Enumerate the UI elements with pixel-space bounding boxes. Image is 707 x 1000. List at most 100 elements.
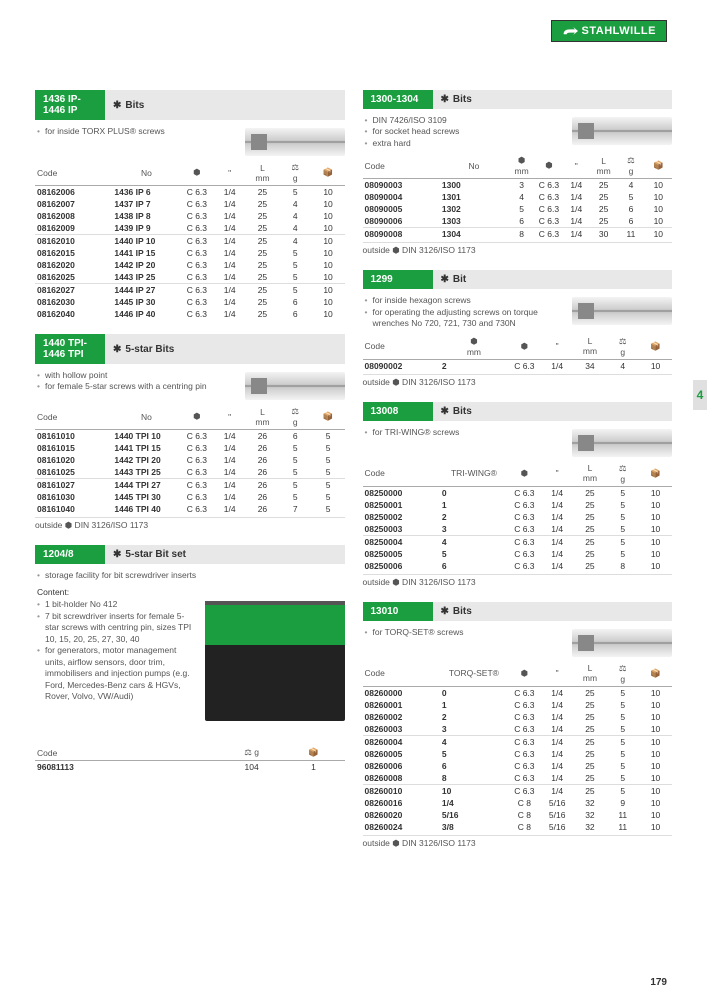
table-cell: 104 [221, 761, 283, 774]
col-header: " [213, 404, 246, 430]
table-cell: 25 [574, 511, 607, 523]
col-header: 📦 [312, 160, 345, 186]
table-cell: 25 [246, 235, 279, 248]
col-header: No [112, 404, 180, 430]
table-cell: 25 [590, 179, 617, 192]
table-cell: 25 [590, 215, 617, 228]
table-cell: 1 [283, 761, 345, 774]
right-column: 1300-1304✱ BitsDIN 7426/ISO 3109for sock… [363, 90, 673, 863]
table-row: 0809000513025C 6.31/425610 [363, 203, 673, 215]
table-cell: 5 [606, 535, 639, 548]
table-cell: 6 [617, 203, 644, 215]
table-cell: 08161030 [35, 491, 112, 503]
table-cell: 1438 IP 8 [112, 210, 180, 222]
table-cell: 1/4 [563, 191, 590, 203]
table-cell: 5 [606, 760, 639, 772]
table-cell: 5 [279, 466, 312, 479]
data-table: CodeNo⬢mm⬢"Lmm⚖g📦0809000313003C 6.31/425… [363, 153, 673, 240]
table-cell: 1/4 [213, 284, 246, 297]
table-cell: 1/4 [563, 215, 590, 228]
table-cell: 5 [279, 271, 312, 284]
col-header: ⬢ [180, 404, 213, 430]
table-cell: 4 [279, 222, 312, 235]
table-cell: 5 [312, 442, 345, 454]
table-row: 082500033C 6.31/425510 [363, 523, 673, 536]
desc-item: for TORQ-SET® screws [365, 627, 567, 638]
table-row: 081620071437 IP 7C 6.31/425410 [35, 198, 345, 210]
catalog-section: 1299✱ Bitfor inside hexagon screwsfor op… [363, 270, 673, 387]
content-item: 7 bit screwdriver inserts for female 5-s… [37, 611, 199, 645]
table-cell: 1/4 [213, 491, 246, 503]
table-cell: 1436 IP 6 [112, 186, 180, 199]
table-cell: 10 [639, 760, 672, 772]
table-cell: 1304 [440, 228, 508, 241]
table-cell: 25 [246, 296, 279, 308]
table-cell: C 6.3 [535, 191, 562, 203]
table-cell: C 6.3 [508, 560, 541, 572]
desc-item: for TRI-WING® screws [365, 427, 567, 438]
table-row: 081620251443 IP 25C 6.31/425510 [35, 271, 345, 284]
table-cell: 1441 TPI 15 [112, 442, 180, 454]
content-label: Content: [37, 587, 345, 597]
table-cell: 1/4 [213, 259, 246, 271]
table-cell: 08260016 [363, 797, 440, 809]
table-cell: 10 [639, 723, 672, 736]
table-cell: 96081113 [35, 761, 221, 774]
catalog-section: 1436 IP-1446 IP✱ Bitsfor inside TORX PLU… [35, 90, 345, 320]
table-cell: 10 [639, 699, 672, 711]
table-cell: 1439 IP 9 [112, 222, 180, 235]
table-cell: 08090002 [363, 359, 440, 372]
table-cell: C 6.3 [508, 699, 541, 711]
table-cell: 26 [246, 491, 279, 503]
catalog-section: 1440 TPI-1446 TPI✱ 5-star Bitswith hollo… [35, 334, 345, 531]
data-table: CodeTORQ-SET®⬢"Lmm⚖g📦082600000C 6.31/425… [363, 661, 673, 833]
table-cell: 5/16 [541, 809, 574, 821]
product-image [572, 629, 672, 657]
table-row: 082600022C 6.31/425510 [363, 711, 673, 723]
side-tab: 4 [693, 380, 707, 410]
table-cell: 10 [639, 499, 672, 511]
table-cell: 08161027 [35, 479, 112, 492]
left-column: 1436 IP-1446 IP✱ Bitsfor inside TORX PLU… [35, 90, 345, 863]
table-cell: 11 [606, 809, 639, 821]
table-row: 0826001010C 6.31/425510 [363, 784, 673, 797]
table-cell: 10 [639, 548, 672, 560]
table-cell: 5 [279, 479, 312, 492]
table-cell: C 6.3 [508, 735, 541, 748]
table-cell: C 6.3 [180, 271, 213, 284]
table-cell: 4 [440, 735, 508, 748]
product-image [245, 128, 345, 156]
section-title-text: Bits [453, 94, 472, 105]
table-cell: 5 [312, 503, 345, 515]
table-cell: 6 [279, 430, 312, 443]
table-cell: C 6.3 [180, 186, 213, 199]
table-cell: 26 [246, 503, 279, 515]
page-number: 179 [650, 977, 667, 988]
table-cell: 08250005 [363, 548, 440, 560]
table-cell: 9 [606, 797, 639, 809]
table-cell: 1/4 [541, 511, 574, 523]
section-title: ✱ Bit [433, 270, 673, 289]
table-row: 082500022C 6.31/425510 [363, 511, 673, 523]
table-cell: 6 [617, 215, 644, 228]
table-cell: 1444 IP 27 [112, 284, 180, 297]
table-cell: 10 [639, 797, 672, 809]
table-cell: 5 [606, 748, 639, 760]
table-cell: C 8 [508, 809, 541, 821]
table-cell: 25 [574, 686, 607, 699]
table-cell: C 6.3 [180, 284, 213, 297]
col-header: Code [35, 404, 112, 430]
table-cell: 08260000 [363, 686, 440, 699]
col-header: ⬢ [180, 160, 213, 186]
table-cell: 1 [440, 699, 508, 711]
table-cell: 1/4 [440, 797, 508, 809]
table-cell: 08260006 [363, 760, 440, 772]
table-cell: C 6.3 [508, 711, 541, 723]
table-cell: C 6.3 [535, 179, 562, 192]
table-cell: 1/4 [213, 271, 246, 284]
table-row: 081610151441 TPI 15C 6.31/42655 [35, 442, 345, 454]
table-row: 0809000413014C 6.31/425510 [363, 191, 673, 203]
table-cell: 1443 TPI 25 [112, 466, 180, 479]
section-title-text: Bits [453, 606, 472, 617]
table-cell: 25 [574, 523, 607, 536]
